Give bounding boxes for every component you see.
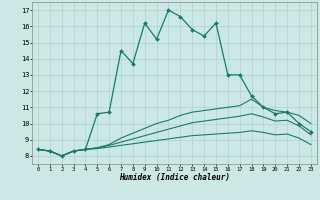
X-axis label: Humidex (Indice chaleur): Humidex (Indice chaleur) bbox=[119, 173, 230, 182]
